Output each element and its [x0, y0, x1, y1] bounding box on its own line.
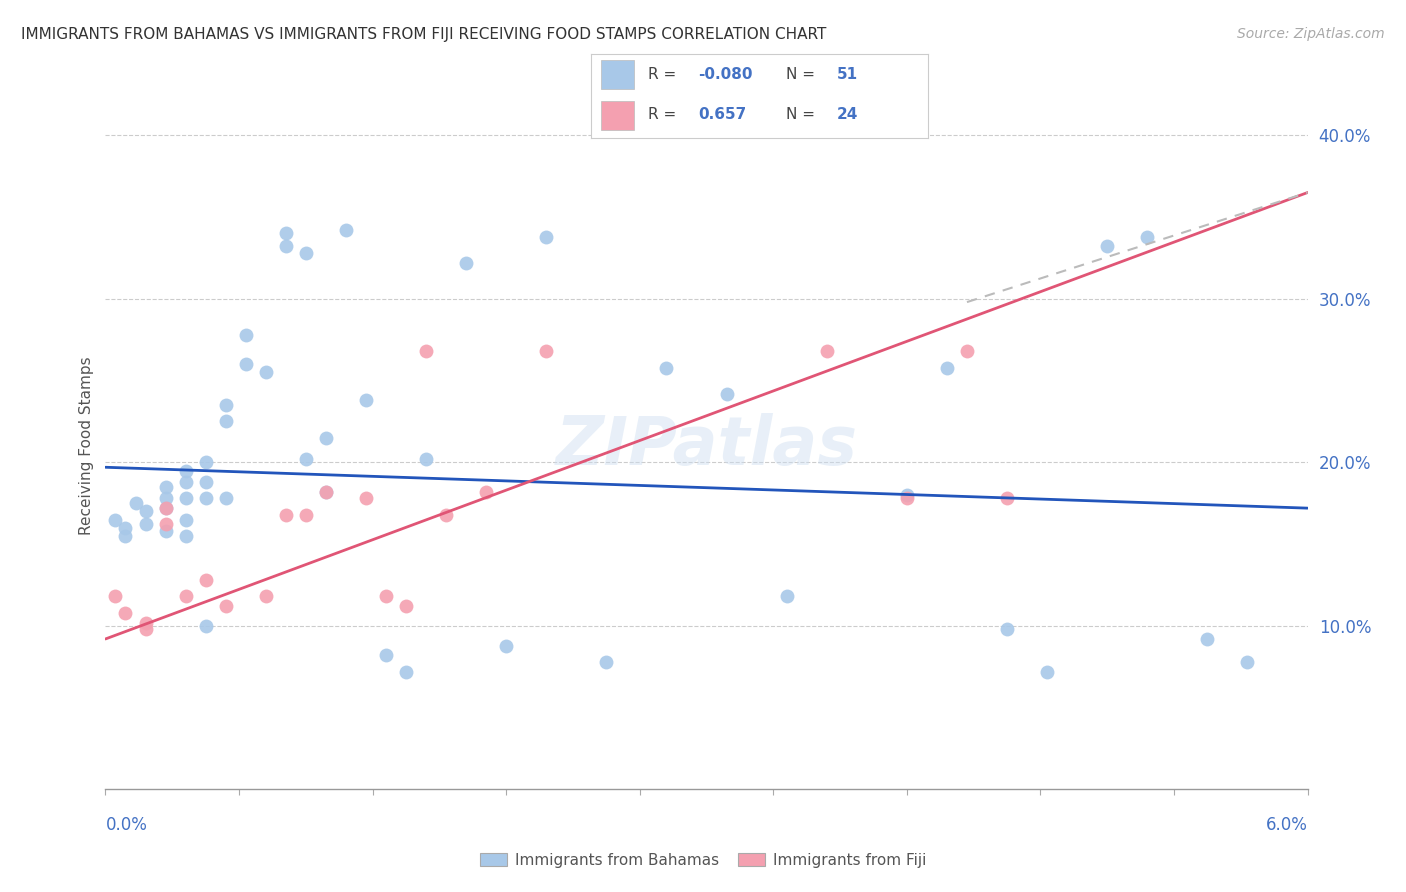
Point	[214, 415, 236, 429]
Point	[354, 491, 377, 506]
Point	[534, 344, 557, 359]
Point	[335, 223, 357, 237]
Point	[776, 590, 799, 604]
Point	[274, 239, 297, 253]
Point	[135, 615, 157, 630]
Point	[475, 484, 498, 499]
Point	[174, 464, 197, 478]
Point	[124, 496, 146, 510]
Point	[114, 521, 136, 535]
Point	[135, 622, 157, 636]
Point	[995, 622, 1018, 636]
Point	[155, 501, 177, 516]
Point	[495, 639, 517, 653]
Point	[194, 619, 217, 633]
Bar	[600, 61, 634, 89]
Point	[135, 504, 157, 518]
Point	[295, 246, 318, 260]
Point	[174, 590, 197, 604]
Point	[214, 398, 236, 412]
Point	[155, 491, 177, 506]
Y-axis label: Receiving Food Stamps: Receiving Food Stamps	[79, 357, 94, 535]
Point	[1236, 655, 1258, 669]
Legend: Immigrants from Bahamas, Immigrants from Fiji: Immigrants from Bahamas, Immigrants from…	[472, 845, 934, 875]
Text: N =: N =	[786, 67, 815, 82]
Point	[354, 393, 377, 408]
Point	[235, 357, 257, 371]
Text: -0.080: -0.080	[699, 67, 754, 82]
Point	[374, 648, 398, 663]
Text: 24: 24	[837, 107, 858, 122]
Point	[716, 386, 738, 401]
Point	[995, 491, 1018, 506]
Point	[194, 455, 217, 469]
Point	[194, 573, 217, 587]
Text: Source: ZipAtlas.com: Source: ZipAtlas.com	[1237, 27, 1385, 41]
Text: ZIPatlas: ZIPatlas	[555, 413, 858, 479]
Point	[896, 491, 918, 506]
Point	[374, 590, 398, 604]
Point	[395, 665, 418, 679]
Point	[415, 344, 437, 359]
Point	[254, 366, 277, 380]
Point	[415, 452, 437, 467]
Point	[315, 484, 337, 499]
Point	[155, 524, 177, 538]
Text: R =: R =	[648, 67, 676, 82]
Point	[114, 606, 136, 620]
Point	[174, 512, 197, 526]
Point	[1036, 665, 1059, 679]
Point	[274, 227, 297, 241]
Bar	[600, 101, 634, 130]
Point	[395, 599, 418, 614]
Point	[315, 484, 337, 499]
Point	[114, 529, 136, 543]
Point	[194, 475, 217, 489]
Point	[815, 344, 838, 359]
Point	[274, 508, 297, 522]
Point	[956, 344, 979, 359]
Point	[214, 491, 236, 506]
Point	[174, 529, 197, 543]
Point	[155, 501, 177, 516]
Text: 51: 51	[837, 67, 858, 82]
Point	[235, 327, 257, 342]
Point	[254, 590, 277, 604]
Point	[194, 491, 217, 506]
Point	[434, 508, 457, 522]
Point	[534, 229, 557, 244]
Text: 6.0%: 6.0%	[1265, 816, 1308, 834]
Point	[1097, 239, 1119, 253]
Point	[174, 491, 197, 506]
Point	[454, 256, 477, 270]
Point	[315, 431, 337, 445]
Point	[135, 517, 157, 532]
Text: IMMIGRANTS FROM BAHAMAS VS IMMIGRANTS FROM FIJI RECEIVING FOOD STAMPS CORRELATIO: IMMIGRANTS FROM BAHAMAS VS IMMIGRANTS FR…	[21, 27, 827, 42]
Point	[214, 599, 236, 614]
Point	[155, 480, 177, 494]
Point	[295, 452, 318, 467]
Text: N =: N =	[786, 107, 815, 122]
Point	[174, 475, 197, 489]
Point	[595, 655, 617, 669]
Point	[1136, 229, 1159, 244]
Point	[104, 590, 127, 604]
Point	[896, 488, 918, 502]
Point	[1197, 632, 1219, 646]
Point	[655, 360, 678, 375]
Point	[104, 512, 127, 526]
Text: 0.0%: 0.0%	[105, 816, 148, 834]
Text: 0.657: 0.657	[699, 107, 747, 122]
Point	[155, 517, 177, 532]
Point	[936, 360, 959, 375]
Text: R =: R =	[648, 107, 676, 122]
Point	[295, 508, 318, 522]
